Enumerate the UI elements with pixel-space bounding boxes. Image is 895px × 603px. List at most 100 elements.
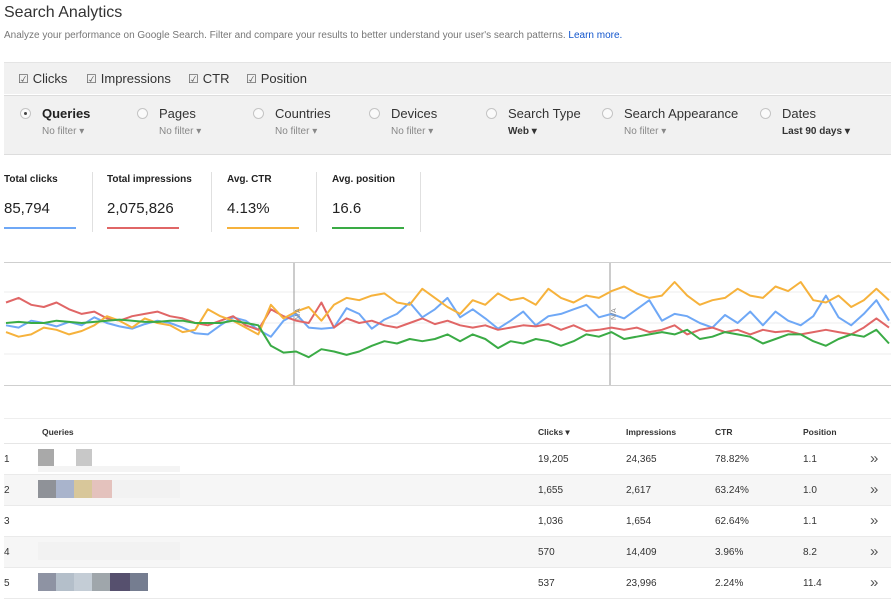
row-impressions: 23,996 [626, 578, 657, 589]
row-impressions: 14,409 [626, 547, 657, 558]
learn-more-link[interactable]: Learn more. [568, 30, 623, 41]
dimension-filter-dropdown[interactable]: No filter ▾ [391, 126, 434, 137]
row-clicks: 1,655 [538, 485, 564, 496]
checkmark-icon: ☑ [246, 71, 257, 86]
dimension-filter-dropdown[interactable]: No filter ▾ [42, 126, 85, 137]
double-chevron-right-icon[interactable]: » [870, 574, 879, 591]
row-rank: 2 [4, 485, 10, 496]
metric-ctr-checkbox[interactable]: ☑ CTR [188, 71, 229, 86]
kpi-color-line [227, 227, 299, 229]
redacted-query [74, 480, 92, 498]
row-ctr: 62.64% [715, 516, 749, 527]
double-chevron-right-icon[interactable]: » [870, 543, 879, 560]
radio-icon[interactable] [137, 108, 148, 119]
chart-series-line-1 [5, 296, 890, 336]
kpi-value: 16.6 [332, 200, 362, 217]
redacted-query [38, 573, 56, 591]
header-impressions[interactable]: Impressions [626, 427, 677, 437]
row-rank: 1 [4, 454, 10, 465]
dimension-label: Pages [159, 106, 196, 121]
header-clicks[interactable]: Clicks ▾ [538, 427, 570, 437]
dimension-filter-dropdown[interactable]: Last 90 days ▾ [782, 126, 850, 137]
kpi-divider [420, 172, 421, 232]
radio-icon[interactable] [486, 108, 497, 119]
dimension-selector-bar: Queries No filter ▾ Pages No filter ▾ Co… [4, 95, 891, 155]
radio-icon[interactable] [369, 108, 380, 119]
dimension-label: Search Appearance [624, 106, 739, 121]
kpi-avg-position[interactable]: Avg. position 16.6 [332, 170, 422, 232]
kpi-divider [211, 172, 212, 232]
redacted-query [74, 573, 92, 591]
kpi-total-clicks[interactable]: Total clicks 85,794 [4, 170, 94, 232]
redacted-query [130, 573, 148, 591]
double-chevron-right-icon[interactable]: » [870, 450, 879, 467]
annotation-label[interactable]: N/A [611, 308, 618, 320]
metric-clicks-checkbox[interactable]: ☑ Clicks [18, 71, 67, 86]
kpi-divider [92, 172, 93, 232]
kpi-avg-ctr[interactable]: Avg. CTR 4.13% [227, 170, 317, 232]
row-clicks: 19,205 [538, 454, 569, 465]
annotation-label[interactable]: N/A [295, 308, 302, 320]
table-row[interactable]: 1 19,205 24,365 78.82% 1.1 » [4, 444, 891, 475]
kpi-label: Total clicks [4, 174, 58, 185]
row-rank: 4 [4, 547, 10, 558]
table-row[interactable]: 3 1,036 1,654 62.64% 1.1 » [4, 506, 891, 537]
row-clicks: 570 [538, 547, 555, 558]
kpi-divider [316, 172, 317, 232]
kpi-label: Avg. CTR [227, 174, 272, 185]
row-rank: 3 [4, 516, 10, 527]
redacted-query [56, 480, 74, 498]
dimension-filter-dropdown[interactable]: No filter ▾ [624, 126, 667, 137]
row-ctr: 78.82% [715, 454, 749, 465]
table-row[interactable]: 4 570 14,409 3.96% 8.2 » [4, 537, 891, 568]
kpi-total-impressions[interactable]: Total impressions 2,075,826 [107, 170, 207, 232]
queries-table: Queries Clicks ▾ Impressions CTR Positio… [4, 418, 891, 599]
header-ctr[interactable]: CTR [715, 427, 733, 437]
checkmark-icon: ☑ [188, 71, 199, 86]
chart-series-line-2 [5, 281, 890, 338]
table-row[interactable]: 5 537 23,996 2.24% 11.4 » [4, 568, 891, 599]
dimension-filter-dropdown[interactable]: Web ▾ [508, 126, 537, 137]
metric-position-checkbox[interactable]: ☑ Position [246, 71, 307, 86]
metric-impressions-checkbox[interactable]: ☑ Impressions [86, 71, 171, 86]
performance-line-chart[interactable]: N/A N/A [4, 262, 891, 388]
radio-icon[interactable] [253, 108, 264, 119]
double-chevron-right-icon[interactable]: » [870, 512, 879, 529]
kpi-label: Total impressions [107, 174, 192, 185]
page-title: Search Analytics [4, 4, 123, 21]
kpi-value: 85,794 [4, 200, 50, 217]
table-header: Queries Clicks ▾ Impressions CTR Positio… [4, 418, 891, 444]
header-queries[interactable]: Queries [42, 427, 74, 437]
dimension-label: Devices [391, 106, 438, 121]
row-impressions: 24,365 [626, 454, 657, 465]
dimension-label: Queries [42, 106, 91, 121]
redacted-query [92, 480, 112, 498]
page-subtitle: Analyze your performance on Google Searc… [4, 30, 622, 41]
radio-icon[interactable] [760, 108, 771, 119]
redacted-query [92, 573, 110, 591]
dimension-filter-dropdown[interactable]: No filter ▾ [159, 126, 202, 137]
redacted-query [38, 449, 54, 467]
row-position: 1.1 [803, 454, 817, 465]
redacted-query [76, 449, 92, 467]
row-clicks: 1,036 [538, 516, 564, 527]
row-impressions: 1,654 [626, 516, 652, 527]
kpi-value: 4.13% [227, 200, 270, 217]
chart-series-line-0 [5, 294, 890, 338]
radio-selected-icon[interactable] [20, 108, 31, 119]
row-rank: 5 [4, 578, 10, 589]
double-chevron-right-icon[interactable]: » [870, 481, 879, 498]
kpi-label: Avg. position [332, 174, 395, 185]
kpi-color-line [4, 227, 76, 229]
kpi-color-line [332, 227, 404, 229]
table-row[interactable]: 2 1,655 2,617 63.24% 1.0 » [4, 475, 891, 506]
redacted-query [38, 480, 56, 498]
header-position[interactable]: Position [803, 427, 837, 437]
checkmark-icon: ☑ [86, 71, 97, 86]
redacted-query [38, 542, 180, 560]
metric-label: Impressions [100, 71, 171, 86]
redacted-query [38, 466, 180, 472]
row-position: 1.0 [803, 485, 817, 496]
dimension-filter-dropdown[interactable]: No filter ▾ [275, 126, 318, 137]
radio-icon[interactable] [602, 108, 613, 119]
